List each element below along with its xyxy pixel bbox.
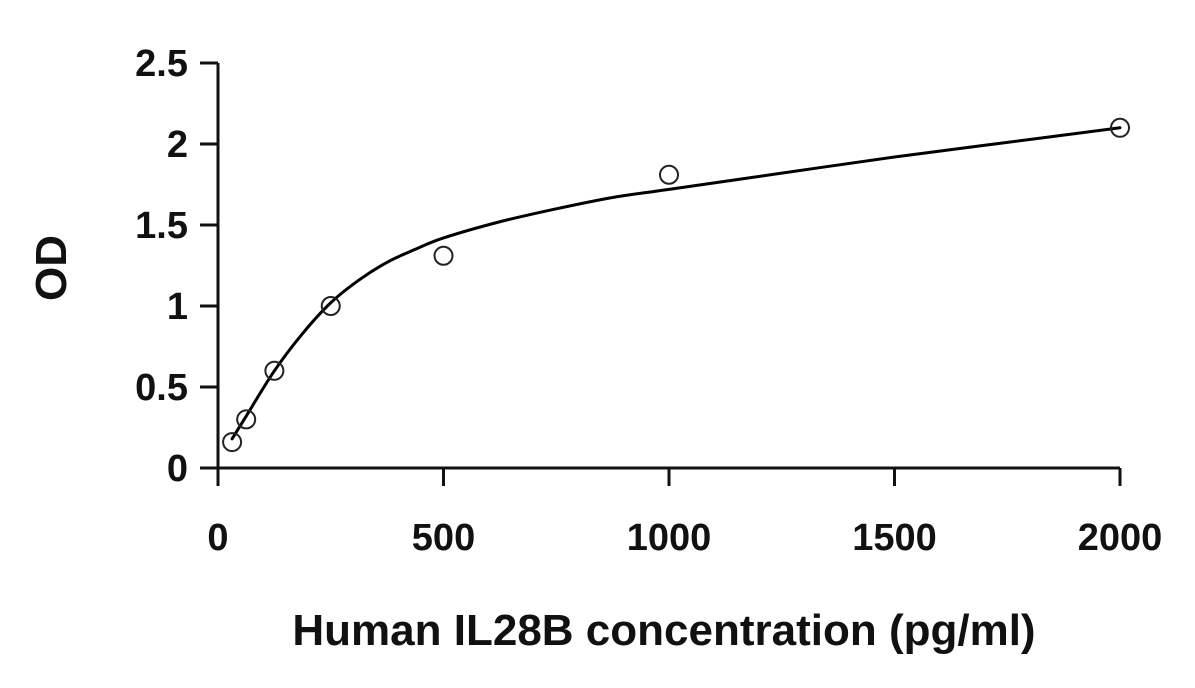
data-point	[320, 296, 341, 316]
x-tick-label: 500	[412, 517, 475, 559]
data-point	[236, 409, 257, 430]
x-tick-label: 1500	[852, 517, 937, 559]
y-tick-label: 1.5	[135, 205, 188, 247]
y-axis-title: OD	[27, 235, 76, 301]
y-tick-label: 0	[167, 448, 188, 490]
y-tick-label: 0.5	[135, 367, 188, 409]
fit-curve	[230, 126, 1122, 441]
ticks-layer: 0 0.5 1 1.5 2 2.5 0 500 1000 1500 2000	[135, 43, 1162, 559]
data-points-layer	[222, 117, 1130, 453]
data-point	[433, 245, 454, 266]
data-point	[659, 164, 679, 185]
x-axis-title: Human IL28B concentration (pg/ml)	[292, 606, 1035, 655]
data-point	[1110, 117, 1130, 138]
x-tick-label: 1000	[627, 517, 712, 559]
y-tick-label: 2.5	[135, 43, 188, 85]
data-point	[222, 432, 243, 453]
x-tick-label: 0	[207, 517, 228, 559]
fit-curve-layer	[230, 126, 1122, 441]
y-tick-label: 1	[167, 286, 188, 328]
data-point	[264, 360, 285, 381]
y-tick-label: 2	[167, 124, 188, 166]
x-tick-label: 2000	[1078, 517, 1163, 559]
